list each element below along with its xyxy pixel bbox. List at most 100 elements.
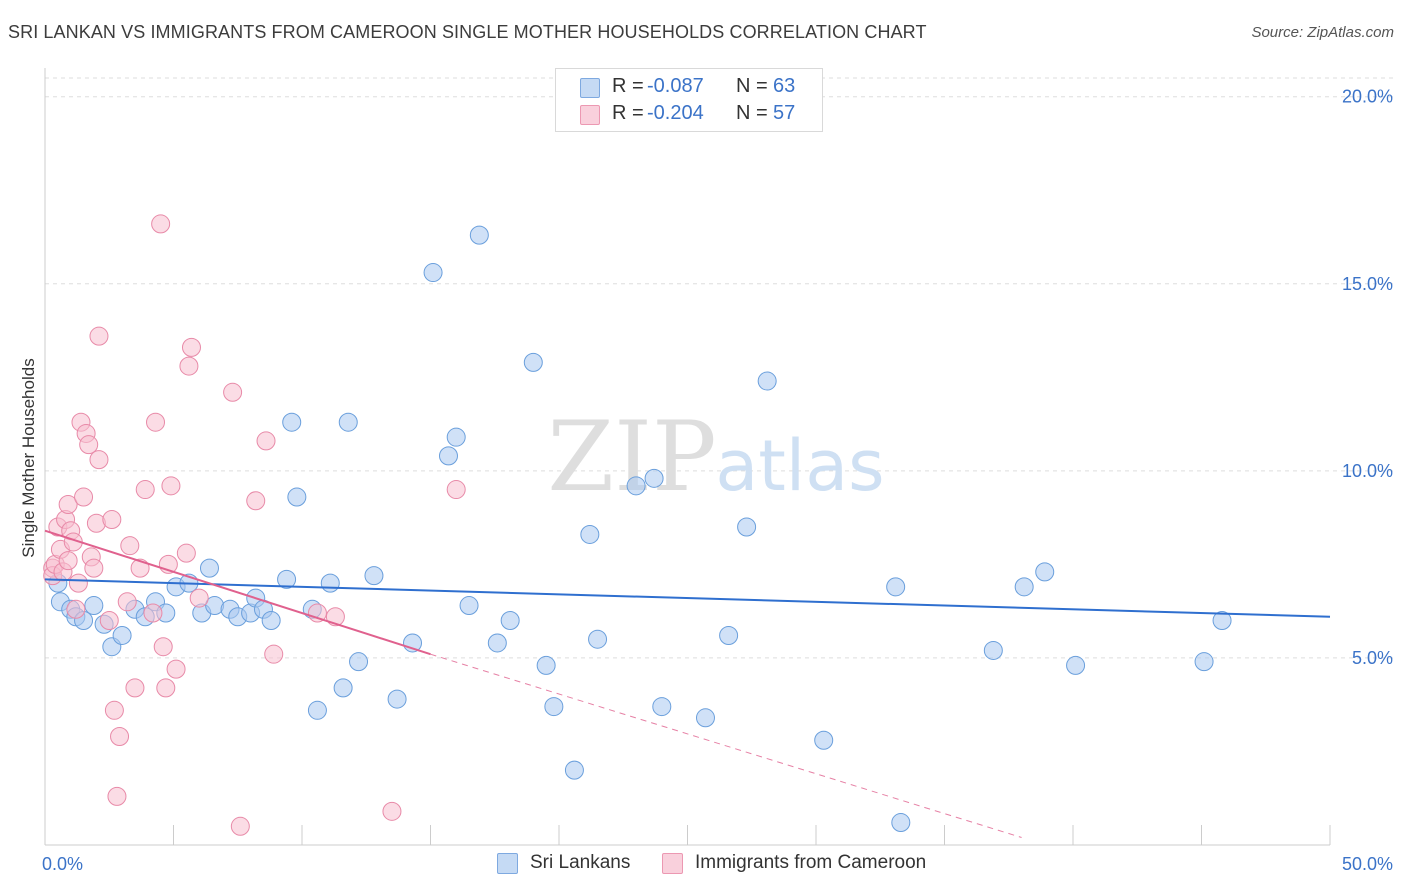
data-point bbox=[469, 225, 489, 245]
trend-lines bbox=[44, 529, 1331, 838]
data-point bbox=[983, 640, 1003, 660]
data-points bbox=[43, 214, 1232, 836]
data-point bbox=[438, 446, 458, 466]
series-legend: Sri Lankans Immigrants from Cameroon bbox=[0, 852, 1406, 878]
watermark-atlas: atlas bbox=[715, 425, 884, 507]
trend-extension-pink bbox=[430, 653, 1022, 838]
data-point bbox=[107, 786, 127, 806]
data-point bbox=[84, 558, 104, 578]
data-point bbox=[333, 678, 353, 698]
series-pink bbox=[43, 214, 466, 836]
grid bbox=[45, 77, 1395, 659]
data-point bbox=[1212, 611, 1232, 631]
data-point bbox=[446, 427, 466, 447]
data-point bbox=[89, 326, 109, 346]
data-point bbox=[1014, 577, 1034, 597]
legend-label: Immigrants from Cameroon bbox=[695, 852, 927, 873]
data-point bbox=[84, 596, 104, 616]
legend-row-sri-lankans: R = -0.087 N = 63 bbox=[556, 74, 822, 100]
data-point bbox=[564, 760, 584, 780]
data-point bbox=[199, 558, 219, 578]
data-point bbox=[695, 708, 715, 728]
data-point bbox=[230, 816, 250, 836]
data-point bbox=[58, 551, 78, 571]
y-tick-label: 10.0% bbox=[1342, 461, 1393, 481]
series-blue bbox=[48, 225, 1232, 833]
r-label: R = bbox=[612, 75, 644, 97]
data-point bbox=[891, 813, 911, 833]
data-point bbox=[102, 509, 122, 529]
data-point bbox=[382, 801, 402, 821]
data-point bbox=[277, 569, 297, 589]
data-point bbox=[110, 726, 130, 746]
data-point bbox=[886, 577, 906, 597]
data-point bbox=[179, 356, 199, 376]
trend-line-blue bbox=[44, 578, 1331, 618]
x-tick-label: 50.0% bbox=[1342, 854, 1393, 874]
n-label: N = bbox=[736, 102, 768, 124]
axes bbox=[44, 68, 1331, 846]
data-point bbox=[146, 412, 166, 432]
data-point bbox=[143, 603, 163, 623]
n-value: 63 bbox=[773, 75, 796, 97]
data-point bbox=[161, 476, 181, 496]
watermark: ZIP atlas bbox=[547, 401, 884, 513]
legend-label: Sri Lankans bbox=[530, 852, 631, 873]
data-point bbox=[151, 214, 171, 234]
data-point bbox=[66, 599, 86, 619]
r-value: -0.087 bbox=[647, 75, 704, 97]
data-point bbox=[120, 536, 140, 556]
data-point bbox=[125, 678, 145, 698]
data-point bbox=[68, 573, 88, 593]
data-point bbox=[99, 611, 119, 631]
data-point bbox=[1194, 652, 1214, 672]
data-point bbox=[79, 435, 99, 455]
data-point bbox=[156, 678, 176, 698]
data-point bbox=[364, 566, 384, 586]
data-point bbox=[459, 596, 479, 616]
data-point bbox=[338, 412, 358, 432]
data-point bbox=[58, 495, 78, 515]
data-point bbox=[112, 625, 132, 645]
y-tick-label: 5.0% bbox=[1352, 648, 1393, 668]
data-point bbox=[487, 633, 507, 653]
data-point bbox=[181, 337, 201, 357]
data-point bbox=[387, 689, 407, 709]
data-point bbox=[287, 487, 307, 507]
chart-title: SRI LANKAN VS IMMIGRANTS FROM CAMEROON S… bbox=[8, 22, 927, 42]
data-point bbox=[282, 412, 302, 432]
data-point bbox=[1066, 655, 1086, 675]
data-point bbox=[423, 263, 443, 283]
data-point bbox=[223, 382, 243, 402]
data-point bbox=[104, 700, 124, 720]
r-label: R = bbox=[612, 102, 644, 124]
legend-row-cameroon: R = -0.204 N = 57 bbox=[556, 101, 822, 127]
data-point bbox=[544, 697, 564, 717]
legend-swatch-blue bbox=[497, 853, 518, 874]
data-point bbox=[307, 700, 327, 720]
data-point bbox=[264, 644, 284, 664]
data-point bbox=[757, 371, 777, 391]
data-point bbox=[1035, 562, 1055, 582]
data-point bbox=[135, 480, 155, 500]
data-point bbox=[89, 450, 109, 470]
data-point bbox=[588, 629, 608, 649]
legend-swatch-pink bbox=[662, 853, 683, 874]
data-point bbox=[719, 625, 739, 645]
data-point bbox=[117, 592, 137, 612]
legend-swatch-pink bbox=[580, 105, 600, 125]
correlation-legend: R = -0.087 N = 63 R = -0.204 N = 57 bbox=[555, 68, 823, 132]
data-point bbox=[349, 652, 369, 672]
r-value: -0.204 bbox=[647, 102, 704, 124]
n-label: N = bbox=[736, 75, 768, 97]
data-point bbox=[500, 611, 520, 631]
data-point bbox=[652, 697, 672, 717]
data-point bbox=[261, 611, 281, 631]
data-point bbox=[256, 431, 276, 451]
data-point bbox=[626, 476, 646, 496]
data-point bbox=[580, 524, 600, 544]
legend-swatch-blue bbox=[580, 78, 600, 98]
data-point bbox=[176, 543, 196, 563]
data-point bbox=[644, 468, 664, 488]
